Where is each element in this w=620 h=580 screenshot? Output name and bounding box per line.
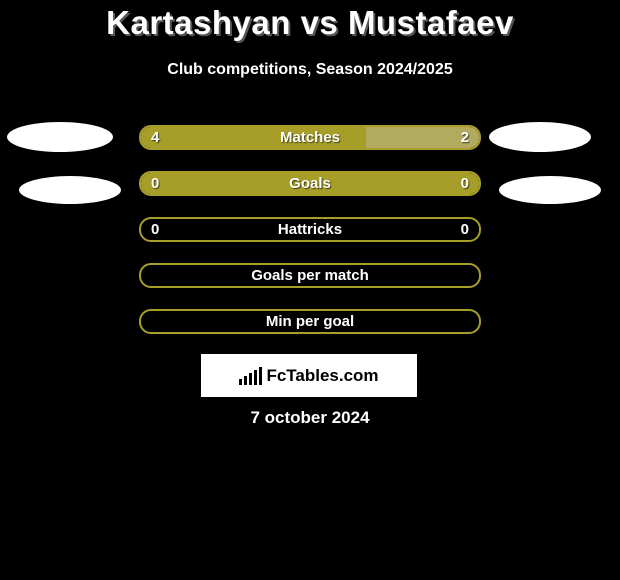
avatar-right-large <box>489 122 591 152</box>
avatar-left-small <box>19 176 121 204</box>
stat-label: Goals <box>141 173 479 194</box>
stat-label: Matches <box>141 127 479 148</box>
fctables-logo: FcTables.com <box>201 354 417 397</box>
stat-value-right: 0 <box>461 173 469 194</box>
comparison-rows: Matches42Goals00Hattricks00Goals per mat… <box>139 125 481 355</box>
stat-row: Hattricks0 0 <box>139 217 481 242</box>
stat-row: Goals per match <box>139 263 481 288</box>
avatar-left-large <box>7 122 113 152</box>
stat-row: Min per goal <box>139 309 481 334</box>
page-title: Kartashyan vs Mustafaev <box>0 4 620 42</box>
stat-label: Min per goal <box>141 311 479 332</box>
subtitle: Club competitions, Season 2024/2025 <box>0 61 620 79</box>
stat-label: Hattricks <box>141 219 479 240</box>
stat-value-left: 0 <box>151 173 159 194</box>
stat-value-right: 0 <box>461 219 469 240</box>
date-label: 7 october 2024 <box>0 408 620 428</box>
stat-row: Goals0 0 <box>139 171 481 196</box>
avatar-right-small <box>499 176 601 204</box>
stat-row: Matches4 2 <box>139 125 481 150</box>
stat-value-left: 4 <box>151 127 159 148</box>
logo-text: FcTables.com <box>266 366 378 386</box>
stat-value-right: 2 <box>461 127 469 148</box>
logo-bars-icon <box>239 367 262 385</box>
stat-label: Goals per match <box>141 265 479 286</box>
stat-value-left: 0 <box>151 219 159 240</box>
